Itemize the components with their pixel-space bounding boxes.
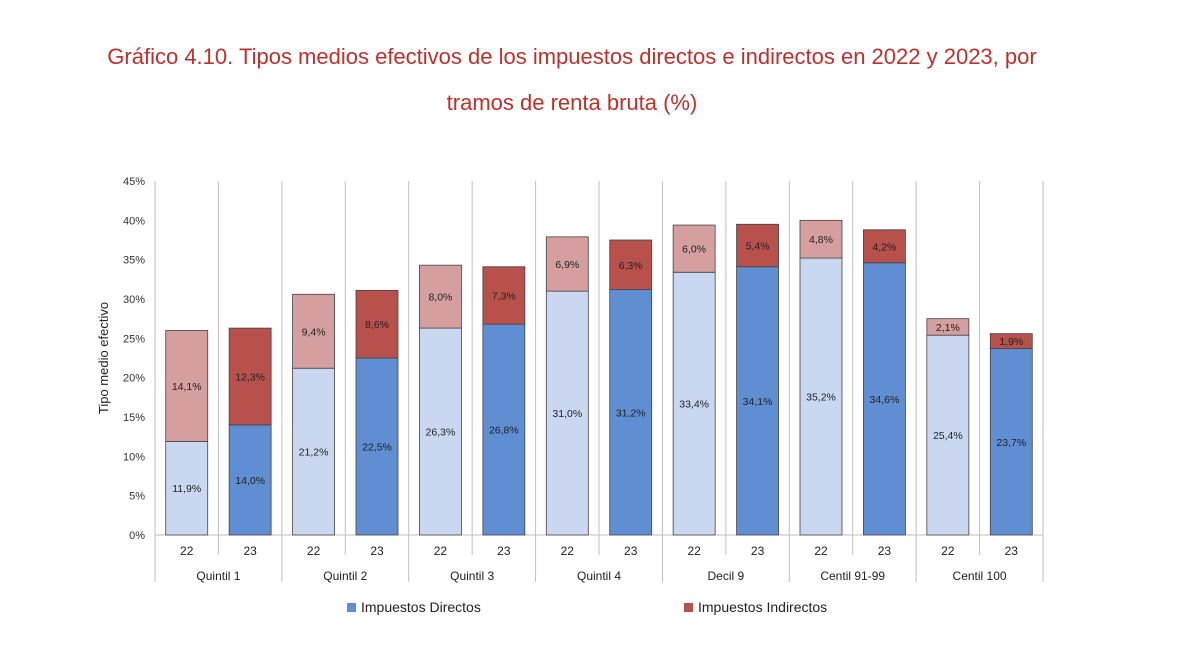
data-label-direct: 31,2% (616, 407, 646, 419)
x-tick-year: 23 (751, 544, 765, 558)
data-label-indirect: 8,6% (365, 319, 389, 331)
data-label-indirect: 4,2% (872, 241, 896, 253)
bar-direct (609, 289, 653, 536)
y-axis-label: Tipo medio efectivo (96, 302, 111, 414)
x-group-label: Centil 100 (953, 569, 1007, 583)
x-tick-year: 23 (624, 544, 638, 558)
data-label-indirect: 6,0% (682, 244, 706, 256)
x-tick-year: 22 (687, 544, 701, 558)
legend-swatch-indirect (684, 602, 693, 612)
x-group-label: Quintil 2 (323, 569, 367, 583)
legend-label-indirect: Impuestos Indirectos (698, 599, 828, 615)
chart-title-line-1: Gráfico 4.10. Tipos medios efectivos de … (107, 44, 1037, 69)
y-tick-label: 15% (123, 412, 145, 424)
bar-direct (355, 357, 399, 536)
x-tick-year: 22 (434, 544, 448, 558)
bar-indirect (989, 333, 1033, 349)
bar-direct (482, 323, 526, 536)
x-group-label: Quintil 1 (196, 569, 240, 583)
data-label-direct: 22,5% (362, 442, 392, 454)
data-label-direct: 21,2% (299, 447, 329, 459)
y-tick-label: 45% (123, 176, 145, 188)
data-label-direct: 34,6% (870, 394, 900, 406)
data-label-indirect: 7,3% (492, 290, 516, 302)
y-tick-label: 20% (123, 373, 145, 385)
legend-swatch-direct (347, 602, 356, 612)
data-label-direct: 31,0% (552, 408, 582, 420)
legend-item-indirect: Impuestos Indirectos (684, 599, 827, 615)
bar-direct (989, 348, 1033, 536)
bar-indirect (228, 327, 272, 426)
data-label-indirect: 9,4% (302, 326, 326, 338)
data-label-direct: 33,4% (679, 399, 709, 411)
bar-indirect (355, 289, 399, 359)
bar-direct (672, 271, 716, 536)
data-label-direct: 25,4% (933, 430, 963, 442)
data-label-direct: 11,9% (172, 483, 201, 495)
data-label-indirect: 8,0% (428, 292, 452, 304)
x-tick-year: 22 (180, 544, 194, 558)
x-tick-year: 23 (878, 544, 892, 558)
y-tick-label: 25% (123, 333, 145, 345)
x-tick-year: 23 (1005, 544, 1019, 558)
data-label-indirect: 5,4% (746, 241, 770, 253)
data-label-indirect: 4,8% (809, 234, 833, 246)
y-tick-label: 5% (129, 491, 145, 503)
bar-indirect (482, 266, 526, 325)
data-label-indirect: 6,9% (555, 259, 579, 271)
legend-item-direct: Impuestos Directos (347, 599, 481, 615)
x-tick-year: 23 (243, 544, 257, 558)
bar-indirect (799, 219, 843, 259)
x-group-label: Decil 9 (708, 569, 745, 583)
x-tick-year: 22 (307, 544, 321, 558)
x-tick-year: 22 (814, 544, 828, 558)
bar-indirect (165, 330, 209, 442)
x-tick-year: 22 (561, 544, 575, 558)
bar-direct (292, 367, 335, 536)
data-label-direct: 23,7% (996, 437, 1026, 449)
data-label-direct: 26,8% (489, 425, 519, 437)
data-label-indirect: 6,3% (619, 260, 643, 272)
bar-indirect (672, 224, 716, 273)
data-label-indirect: 14,1% (172, 381, 202, 393)
y-tick-label: 10% (123, 451, 145, 463)
bar-direct (799, 257, 843, 536)
y-tick-label: 30% (123, 294, 145, 306)
data-label-indirect: 12,3% (235, 371, 265, 383)
x-group-label: Quintil 3 (450, 569, 494, 583)
bar-indirect (292, 293, 335, 369)
bar-indirect (736, 223, 779, 268)
y-tick-label: 0% (129, 530, 145, 542)
bar-direct (545, 290, 589, 536)
y-tick-label: 35% (123, 255, 145, 267)
x-tick-year: 23 (497, 544, 511, 558)
bar-direct (228, 424, 272, 536)
bar-direct (419, 327, 462, 536)
data-label-indirect: 2,1% (936, 322, 960, 334)
chart-title-line-2: tramos de renta bruta (%) (446, 90, 698, 115)
bar-direct (863, 262, 906, 536)
x-tick-year: 23 (370, 544, 384, 558)
y-tick-label: 40% (123, 215, 145, 227)
x-group-label: Quintil 4 (577, 569, 621, 583)
x-group-label: Centil 91-99 (820, 569, 885, 583)
data-label-direct: 35,2% (806, 392, 836, 404)
data-label-indirect: 1,9% (999, 336, 1023, 348)
x-tick-year: 22 (941, 544, 955, 558)
bar-direct (736, 266, 779, 536)
data-label-direct: 34,1% (743, 396, 773, 408)
bar-indirect (419, 264, 462, 329)
bar-indirect (545, 236, 589, 292)
legend-label-direct: Impuestos Directos (361, 599, 481, 615)
data-label-direct: 14,0% (235, 475, 265, 487)
bar-direct (926, 334, 970, 536)
bar-indirect (926, 318, 970, 336)
bar-direct (165, 440, 209, 536)
data-label-direct: 26,3% (426, 427, 456, 439)
bar-indirect (863, 229, 906, 264)
bar-indirect (609, 239, 653, 290)
